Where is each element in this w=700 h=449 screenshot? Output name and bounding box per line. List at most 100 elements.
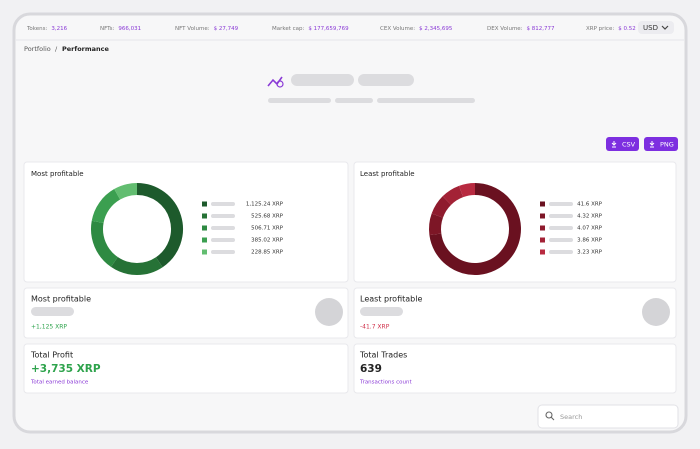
legend-swatch (540, 237, 545, 243)
donut-segment (429, 183, 521, 275)
stat-label: Tokens: (26, 26, 48, 32)
legend-value: 3.23 XRP (577, 250, 603, 256)
stat-value: 966,031 (118, 26, 141, 32)
placeholder (291, 74, 354, 86)
legend-placeholder (211, 250, 235, 254)
stat-value: $ 2,345,695 (419, 26, 453, 32)
summary-value: +1,125 XRP (31, 324, 67, 331)
donut-segment (429, 213, 444, 236)
placeholder (268, 98, 331, 103)
stat: XRP price: $ 0.52 (586, 26, 636, 32)
currency-select[interactable] (638, 21, 674, 34)
stat: Market cap: $ 177,659,769 (272, 26, 349, 32)
search-box[interactable] (537, 404, 679, 429)
stat-label: CEX Volume: (380, 26, 415, 32)
breadcrumb-parent[interactable]: Portfolio (24, 45, 51, 53)
legend-placeholder (549, 238, 573, 242)
stat-label: DEX Volume: (487, 26, 523, 32)
legend-swatch (202, 237, 207, 243)
legend-placeholder (211, 214, 235, 218)
legend-value: 228.85 XRP (251, 250, 284, 256)
legend-swatch (540, 201, 545, 207)
summary-card (353, 287, 677, 339)
stat-label: Market cap: (272, 26, 305, 32)
currency: USD (643, 24, 658, 32)
legend-placeholder (549, 250, 573, 254)
chart-title: Most profitable (31, 170, 84, 178)
total-value: +3,735 XRP (31, 363, 101, 375)
stat-value: $ 27,749 (214, 26, 239, 32)
performance-icon (276, 80, 284, 88)
summary-value: -41.7 XRP (360, 324, 390, 331)
donut-segment (91, 189, 121, 224)
stat-label: NFT Volume: (175, 26, 210, 32)
chart-title: Least profitable (360, 170, 415, 178)
search-icon (545, 411, 553, 419)
placeholder (358, 74, 414, 86)
total-title: Total Trades (359, 351, 407, 360)
stat-value: $ 0.52 (618, 26, 636, 32)
summary-card (23, 287, 349, 339)
legend-swatch (202, 225, 207, 231)
stat-label: XRP price: (586, 26, 614, 32)
donut-segment (110, 256, 163, 275)
total-card (23, 343, 349, 394)
avatar-placeholder (642, 298, 670, 326)
download-icon (649, 141, 655, 148)
placeholder (360, 307, 403, 316)
download-icon (611, 141, 617, 148)
total-caption: Total earned balance (30, 380, 89, 386)
legend-value: 385.02 XRP (251, 238, 284, 244)
placeholder (31, 307, 74, 316)
legend-placeholder (549, 226, 573, 230)
legend-value: 506.71 XRP (251, 226, 284, 232)
button-label: CSV (622, 141, 636, 149)
stat-value: $ 177,659,769 (308, 26, 349, 32)
top-bar: Tokens: 3,216 NFTs: 966,031 NFT Volume: $ 27,… (26, 26, 636, 32)
chart-card (23, 161, 349, 283)
legend-swatch (540, 249, 545, 255)
legend-placeholder (211, 226, 235, 230)
button-label: PNG (660, 141, 674, 149)
search-placeholder: Search (560, 413, 582, 421)
legend-swatch (540, 225, 545, 231)
stat: Tokens: 3,216 (26, 26, 68, 32)
legend-value: 525.68 XRP (251, 214, 284, 220)
legend-swatch (202, 249, 207, 255)
stat: CEX Volume: $ 2,345,695 (380, 26, 453, 32)
donut-segment (431, 196, 452, 218)
legend-placeholder (549, 202, 573, 206)
summary-title: Most profitable (31, 295, 91, 304)
total-caption: Transactions count (359, 380, 412, 386)
total-value: 639 (360, 363, 382, 375)
donut-segment (458, 183, 476, 198)
summary-title: Least profitable (360, 295, 422, 304)
legend-value: 41.6 XRP (577, 202, 603, 208)
placeholder (335, 98, 373, 103)
search-icon (550, 416, 555, 421)
stat: NFT Volume: $ 27,749 (175, 26, 239, 32)
legend-value: 1,125.24 XRP (246, 202, 284, 208)
stat: DEX Volume: $ 812,777 (487, 26, 555, 32)
stat-value: $ 812,777 (527, 26, 555, 32)
avatar-placeholder (315, 298, 343, 326)
donut-segment (91, 220, 119, 267)
legend-swatch (202, 213, 207, 219)
legend-value: 3.86 XRP (577, 238, 603, 244)
total-title: Total Profit (30, 351, 73, 360)
donut-segment (136, 183, 183, 268)
donut-segment (114, 183, 138, 200)
legend-value: 4.32 XRP (577, 214, 603, 220)
legend-placeholder (549, 214, 573, 218)
stat: NFTs: 966,031 (100, 26, 141, 32)
breadcrumb-separator: / (55, 45, 58, 53)
stat-label: NFTs: (100, 26, 114, 32)
placeholder (377, 98, 475, 103)
legend-swatch (202, 201, 207, 207)
chevron (661, 25, 669, 30)
total-card (353, 343, 677, 394)
legend-placeholder (211, 202, 235, 206)
stat-value: 3,216 (51, 26, 67, 32)
